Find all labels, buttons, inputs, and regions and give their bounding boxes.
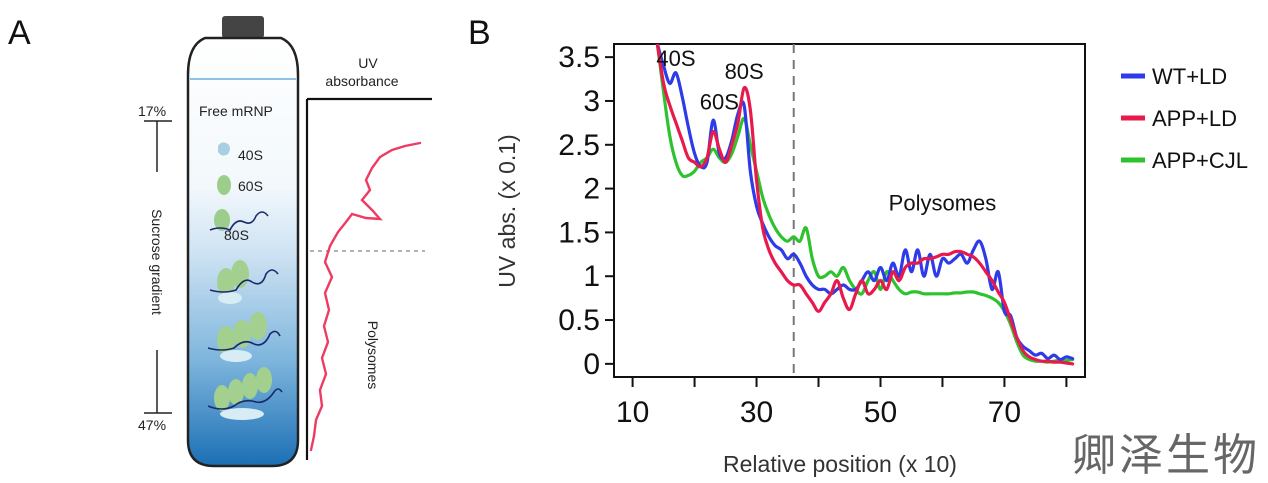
annotation-polysomes: Polysomes <box>889 191 997 216</box>
x-tick-label: 30 <box>740 396 773 429</box>
polysome-icon-3 <box>207 367 283 420</box>
x-axis-label: Relative position (x 10) <box>723 451 957 477</box>
x-tick-label: 70 <box>988 396 1021 429</box>
uv-label-line1: UV <box>358 55 378 71</box>
legend: WT+LD APP+LD APP+CJL <box>1121 64 1248 173</box>
y-axis: 0 0.5 1 1.5 2 2.5 3 3.5 <box>558 41 614 381</box>
annotation-80s: 80S <box>725 59 764 84</box>
series-line-app-ld <box>655 44 1075 366</box>
bottom-percent: 47% <box>138 417 166 433</box>
polysome-icon-2 <box>207 312 281 362</box>
80s-ribosome-icon <box>209 209 269 232</box>
x-axis: 10 30 50 70 <box>616 377 1068 429</box>
40s-subunit-icon <box>218 142 230 156</box>
panel-b-letter: B <box>468 14 491 52</box>
panel-a: A Free mRNP 40S 60S 80S <box>8 14 432 468</box>
x-tick-label: 10 <box>616 396 649 429</box>
plot-frame <box>613 43 1086 378</box>
y-axis-label: UV abs. (x 0.1) <box>494 134 520 287</box>
panel-a-letter: A <box>8 14 31 52</box>
legend-label: WT+LD <box>1152 64 1227 89</box>
y-tick-label: 3 <box>583 85 600 118</box>
y-tick-label: 0.5 <box>558 304 600 337</box>
y-tick-label: 1.5 <box>558 216 600 249</box>
top-percent: 17% <box>138 103 166 119</box>
series-group <box>655 44 1075 366</box>
annotation-40s: 40S <box>656 46 695 71</box>
label-60s: 60S <box>238 178 263 194</box>
centrifuge-tube-icon <box>186 36 300 468</box>
y-tick-label: 0 <box>583 348 600 381</box>
annotation-60s: 60S <box>700 90 739 115</box>
panel-b-chart: B 0 0.5 1 1.5 2 2.5 3 3.5 10 30 50 70 40S 80S 60S Pol… <box>468 14 1248 477</box>
legend-label: APP+LD <box>1152 106 1237 131</box>
tube-cap-icon <box>222 16 264 38</box>
polysome-icon-1 <box>209 260 279 304</box>
series-line-wt-ld <box>655 44 1075 362</box>
60s-subunit-icon <box>217 175 231 195</box>
y-tick-label: 2 <box>583 173 600 206</box>
watermark: 卿泽生物 <box>1072 430 1260 481</box>
legend-label: APP+CJL <box>1152 148 1248 173</box>
free-mrnp-label: Free mRNP <box>199 103 273 119</box>
polysomes-vertical-label: Polysomes <box>365 321 381 389</box>
uv-label-line2: absorbance <box>325 73 398 89</box>
uv-trace <box>309 141 422 452</box>
y-tick-label: 1 <box>583 260 600 293</box>
label-40s: 40S <box>238 147 263 163</box>
y-tick-label: 2.5 <box>558 129 600 162</box>
label-80s: 80S <box>224 227 249 243</box>
peak-annotations: 40S 80S 60S Polysomes <box>656 46 996 216</box>
y-tick-label: 3.5 <box>558 41 600 74</box>
x-tick-label: 50 <box>864 396 897 429</box>
gradient-label: Sucrose gradient <box>149 209 165 315</box>
